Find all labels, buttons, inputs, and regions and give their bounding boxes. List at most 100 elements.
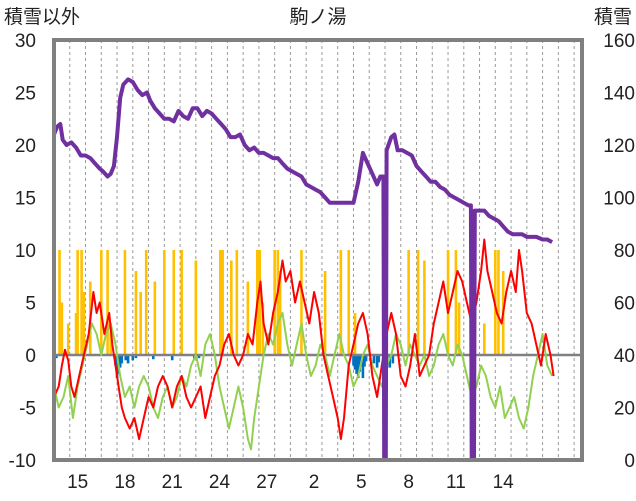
bar [131,355,135,361]
bar [388,355,392,368]
bar [276,250,280,355]
bar [194,260,198,355]
bar [118,355,122,368]
bar [356,355,360,379]
x-tick-label: 24 [209,472,231,493]
bar [375,355,379,368]
bar [55,355,58,359]
bar [82,292,86,355]
left-tick-label: 0 [25,346,36,367]
bar [99,250,103,355]
bar [258,250,261,355]
bar [364,355,368,362]
bar [80,250,83,355]
bar [126,355,130,364]
bar [106,250,109,355]
bar [163,250,166,355]
bar [423,260,426,355]
series-line [53,312,554,451]
bar [407,250,410,355]
bar [355,355,358,374]
x-tick-label: 15 [67,472,88,493]
bar [352,355,355,366]
bar [457,302,461,355]
right-tick-label: 140 [603,84,635,105]
left-tick-label: -5 [19,399,36,420]
left-tick-label: 25 [15,84,36,105]
bar [230,260,233,355]
bar [300,250,303,355]
right-tick-label: 80 [614,241,635,262]
bar [235,250,239,355]
x-tick-label: 27 [256,472,277,493]
chart-title: 駒ノ湯 [289,6,346,28]
left-tick-label: 15 [15,189,36,210]
bar [115,355,119,379]
bar [120,355,124,364]
bar [353,355,357,370]
bar [180,250,183,355]
bar [391,355,395,364]
bar [363,355,366,367]
left-tick-label: -10 [9,451,36,472]
series-line [52,77,554,462]
x-tick-label: 8 [403,472,414,493]
x-tick-label: 2 [309,472,320,493]
right-tick-label: 20 [614,399,635,420]
bar [76,250,79,355]
bar [372,355,376,364]
bar [134,355,138,359]
bar [144,250,148,355]
bar [109,323,113,355]
bar [74,313,78,355]
left-axis-label: 積雪以外 [4,6,80,28]
bar [151,355,155,360]
left-tick-label: 10 [15,241,36,262]
bar [339,250,343,355]
left-tick-label: 30 [15,31,36,52]
bar [497,250,500,355]
line-series [52,77,555,462]
right-tick-label: 160 [603,31,635,52]
bar [361,355,365,379]
bar [246,281,250,355]
left-tick-label: 5 [25,294,36,315]
bar [170,355,174,361]
bar [323,271,327,355]
plot-frame [52,38,584,462]
bar [124,355,128,361]
bar [197,355,201,359]
bar [66,323,70,355]
tick-labels: -10-505101520253002040608010012014016015… [9,31,635,493]
bar [446,250,450,355]
bar [153,281,157,355]
bar [347,250,351,355]
bar [221,250,224,355]
bar [358,355,362,372]
bar [123,250,127,355]
bar [482,323,486,355]
frame-border [52,38,584,462]
x-tick-label: 11 [446,472,466,493]
right-tick-label: 100 [603,189,635,210]
left-tick-label: 20 [15,136,36,157]
bar [261,302,265,355]
bar [218,250,222,355]
x-tick-label: 18 [114,472,135,493]
x-tick-label: 5 [356,472,367,493]
bar [416,250,420,355]
right-tick-label: 40 [614,346,635,367]
right-tick-label: 60 [614,294,635,315]
x-tick-label: 14 [493,472,515,493]
bar [172,250,176,355]
bar [139,292,142,355]
bar [454,250,458,355]
bar [58,250,61,355]
bar [134,271,138,355]
x-tick-label: 21 [162,472,183,493]
right-tick-label: 120 [603,136,635,157]
right-tick-label: 0 [624,451,635,472]
bar [377,355,380,363]
bar [278,271,282,355]
